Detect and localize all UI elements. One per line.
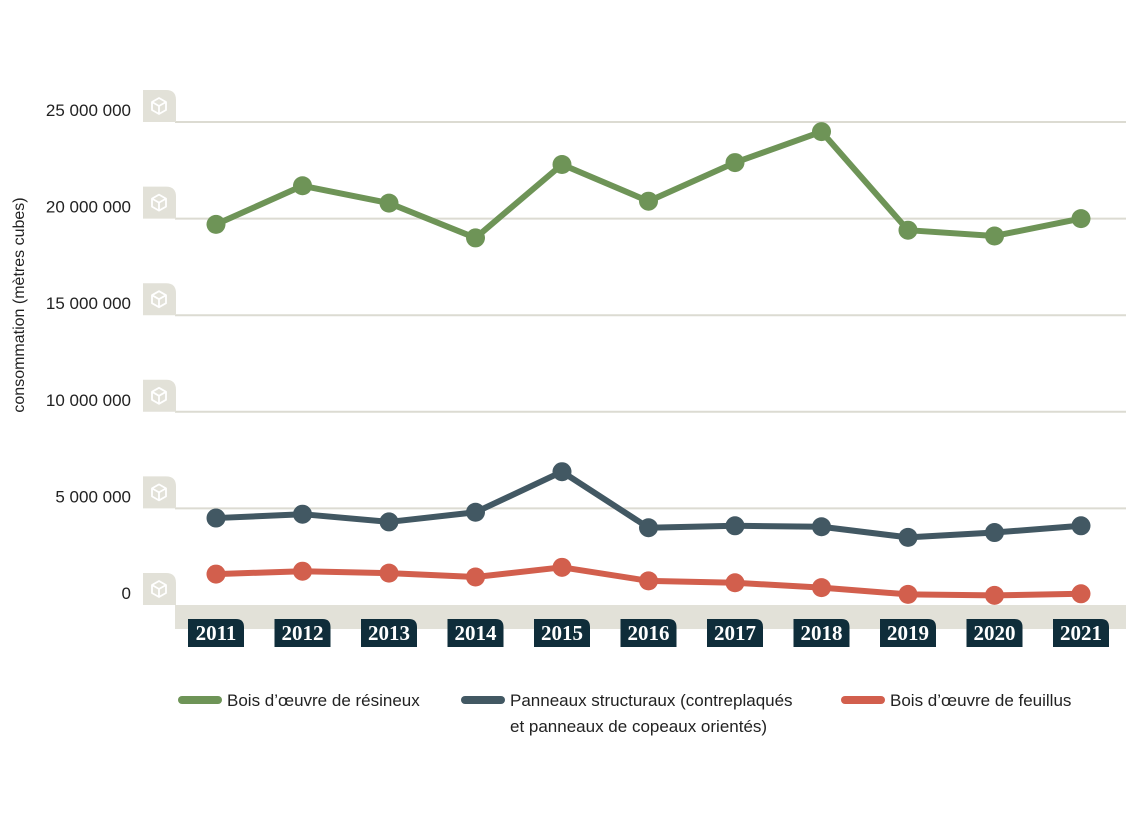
x-tick-label: 2016: [628, 621, 670, 645]
cube-icon: [143, 186, 176, 219]
x-tick-label: 2011: [196, 621, 237, 645]
legend-label: Bois d’œuvre de résineux: [227, 691, 420, 710]
data-point: [466, 228, 485, 248]
cube-icon: [143, 90, 176, 122]
data-point: [812, 578, 831, 598]
cube-icon: [143, 573, 176, 605]
x-tick-badge: 2016: [620, 619, 677, 647]
data-point: [379, 512, 399, 532]
series-2: [206, 462, 1091, 547]
x-tick-badge: 2012: [274, 619, 331, 647]
data-point: [898, 584, 918, 604]
series-1: [206, 122, 1091, 248]
x-tick-label: 2019: [887, 621, 929, 645]
data-point: [552, 155, 572, 175]
x-tick-label: 2020: [974, 621, 1016, 645]
data-point: [206, 508, 226, 528]
y-axis: 0 5 000 000 10 000 000 15 000 000 20 000 000…: [46, 90, 176, 605]
legend: Bois d’œuvre de résineux Panneaux structu…: [178, 691, 1071, 736]
data-point: [898, 220, 918, 240]
data-point: [725, 516, 745, 536]
data-point: [379, 193, 399, 213]
data-point: [1071, 584, 1091, 604]
data-point: [293, 504, 312, 524]
x-tick-badge: 2011: [188, 619, 244, 647]
data-point: [812, 517, 831, 537]
x-axis: 2011 2012 2013 2014 2015 2016 2017 2018 2019 2020…: [188, 619, 1109, 647]
data-point: [206, 564, 226, 584]
legend-label: et panneaux de copeaux orientés): [510, 717, 767, 736]
data-point: [466, 502, 485, 522]
x-tick-badge: 2019: [880, 619, 936, 647]
y-tick-label: 20 000 000: [46, 198, 131, 217]
legend-item: Bois d’œuvre de résineux: [178, 691, 420, 710]
cube-icon: [143, 283, 176, 316]
cube-icon: [143, 379, 176, 412]
data-point: [985, 226, 1004, 246]
y-tick-label: 5 000 000: [55, 487, 131, 506]
data-point: [206, 214, 226, 234]
y-tick-label: 10 000 000: [46, 391, 131, 410]
data-point: [639, 571, 658, 591]
y-tick-label: 15 000 000: [46, 294, 131, 313]
x-tick-label: 2013: [368, 621, 410, 645]
legend-item: Panneaux structuraux (contreplaqués et pa…: [461, 691, 793, 736]
data-point: [985, 585, 1004, 605]
data-point: [898, 527, 918, 547]
x-tick-badge: 2021: [1053, 619, 1109, 647]
series-3: [206, 557, 1091, 605]
x-tick-badge: 2014: [447, 619, 504, 647]
x-tick-badge: 2013: [361, 619, 417, 647]
data-point: [725, 573, 745, 593]
legend-label: Panneaux structuraux (contreplaqués: [510, 691, 793, 710]
cube-icon: [143, 476, 176, 509]
data-point: [985, 523, 1004, 543]
data-point: [1071, 209, 1091, 229]
data-point: [552, 462, 572, 482]
y-tick-label: 0: [122, 584, 131, 603]
series-line: [213, 128, 1084, 241]
data-point: [293, 561, 312, 581]
data-point: [293, 176, 312, 196]
x-tick-label: 2015: [541, 621, 583, 645]
y-tick-label: 25 000 000: [46, 101, 131, 120]
data-point: [466, 567, 485, 587]
legend-label: Bois d’œuvre de feuillus: [890, 691, 1071, 710]
legend-item: Bois d’œuvre de feuillus: [841, 691, 1071, 710]
series-layer: [206, 122, 1091, 605]
x-tick-label: 2021: [1060, 621, 1102, 645]
x-tick-badge: 2020: [966, 619, 1023, 647]
x-tick-badge: 2015: [534, 619, 590, 647]
data-point: [725, 153, 745, 173]
y-axis-title: consommation (mètres cubes): [11, 197, 28, 412]
data-point: [379, 563, 399, 583]
x-tick-label: 2018: [801, 621, 843, 645]
x-tick-label: 2012: [282, 621, 324, 645]
data-point: [639, 191, 658, 211]
data-point: [812, 122, 831, 142]
data-point: [639, 518, 658, 538]
x-tick-label: 2014: [455, 621, 498, 645]
x-tick-badge: 2018: [793, 619, 850, 647]
data-point: [552, 557, 572, 577]
data-point: [1071, 516, 1091, 536]
x-tick-label: 2017: [714, 621, 756, 645]
x-tick-badge: 2017: [707, 619, 763, 647]
